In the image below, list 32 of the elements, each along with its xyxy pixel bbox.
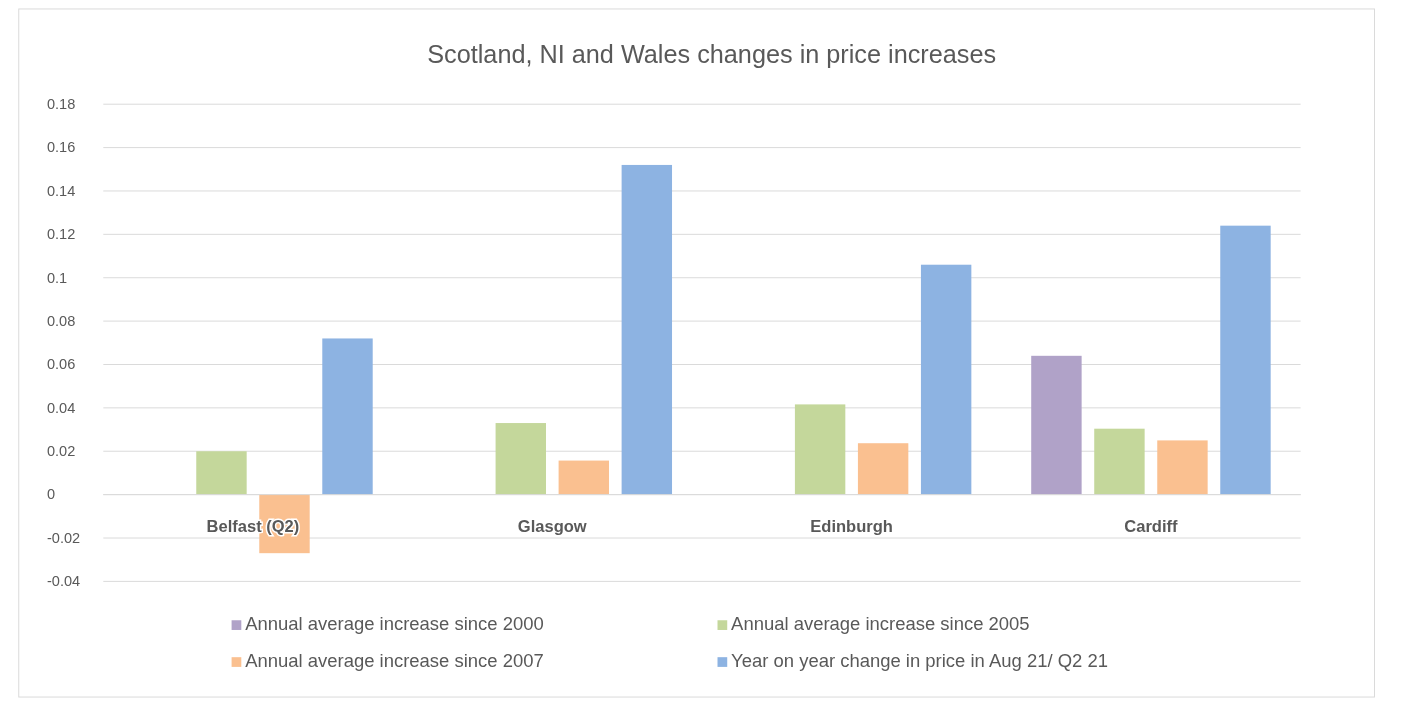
- legend-label: Year on year change in price in Aug 21/ Q2 21: [731, 649, 1108, 671]
- bar: [621, 164, 673, 495]
- y-tick-label: 0.12: [46, 226, 76, 243]
- y-tick-label: 0.1: [46, 269, 68, 286]
- y-tick-label: 0.04: [46, 399, 76, 416]
- y-tick-label: 0.14: [46, 182, 76, 199]
- y-tick-label: -0.02: [46, 529, 81, 546]
- legend-label: Annual average increase since 2005: [731, 612, 1030, 634]
- bar: [794, 404, 846, 495]
- x-tick-label: Glasgow: [517, 516, 587, 536]
- y-tick-label: 0.02: [46, 443, 76, 460]
- bar: [1031, 355, 1082, 495]
- bar: [920, 264, 972, 495]
- y-tick-label: 0.16: [46, 139, 76, 156]
- y-tick-label: 0.06: [46, 356, 76, 373]
- x-tick-label: Edinburgh: [810, 516, 893, 536]
- bar: [857, 443, 909, 495]
- bar: [1094, 428, 1145, 495]
- legend-label: Annual average increase since 2007: [245, 649, 544, 671]
- y-tick-label: 0.18: [46, 96, 76, 113]
- bar: [196, 451, 247, 495]
- bar: [322, 338, 373, 495]
- legend-label: Annual average increase since 2000: [245, 612, 544, 634]
- chart-title: Scotland, NI and Wales changes in price increases: [427, 40, 997, 69]
- y-tick-label: -0.04: [46, 573, 81, 590]
- y-tick-label: 0: [46, 486, 56, 503]
- bar: [1157, 440, 1208, 495]
- bar: [495, 423, 546, 495]
- bar: [558, 460, 610, 495]
- x-tick-label: Cardiff: [1124, 516, 1179, 536]
- y-tick-label: 0.08: [46, 312, 76, 329]
- bar: [1220, 225, 1271, 495]
